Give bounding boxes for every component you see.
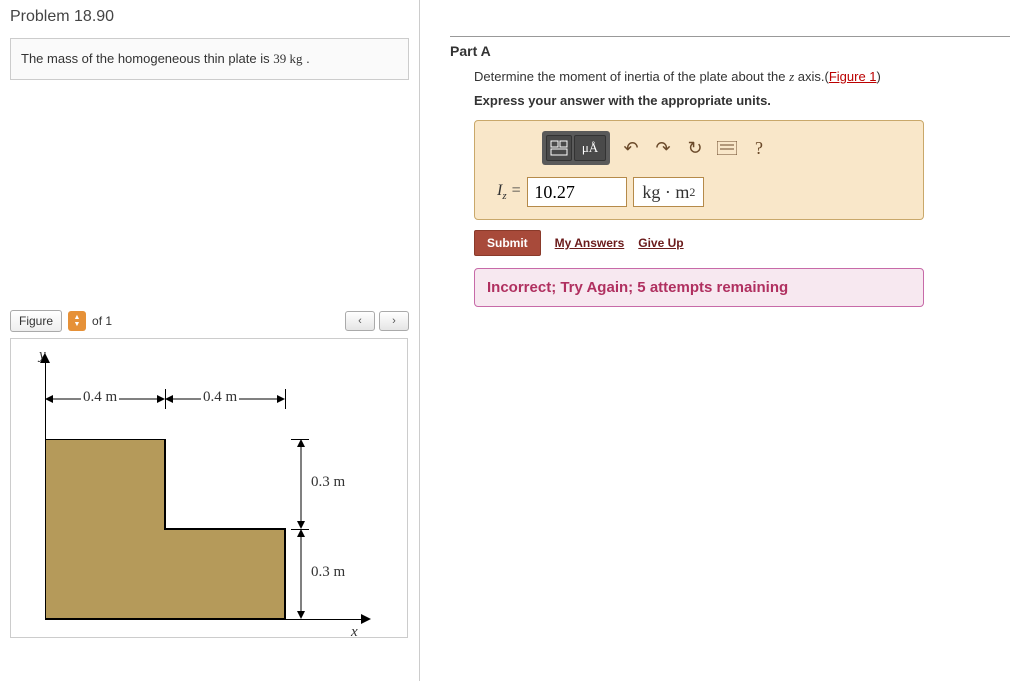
toolbar-template-group: μÅ <box>542 131 610 165</box>
dim-right-lower-line <box>296 529 306 619</box>
instruction-prefix: Determine the moment of inertia of the p… <box>474 69 789 84</box>
keyboard-icon <box>717 141 737 155</box>
problem-statement: The mass of the homogeneous thin plate i… <box>10 38 409 80</box>
dim-0.3-lower: 0.3 m <box>311 564 345 581</box>
mu-a-button[interactable]: μÅ <box>574 135 606 161</box>
answer-value-input[interactable] <box>527 177 627 207</box>
figure-of-text: of 1 <box>92 314 112 328</box>
template-button[interactable] <box>546 135 572 161</box>
equals: = <box>507 182 522 199</box>
answer-var-label: Iz = <box>497 182 521 202</box>
statement-suffix: . <box>302 51 309 66</box>
units-instruction: Express your answer with the appropriate… <box>474 93 1010 108</box>
figure-canvas: y x 0.4 m 0.4 m <box>10 338 408 638</box>
left-panel: Problem 18.90 The mass of the homogeneou… <box>0 0 420 681</box>
figure-number-spinner[interactable]: ▲▼ <box>68 311 86 331</box>
template-icon <box>550 140 568 156</box>
statement-prefix: The mass of the homogeneous thin plate i… <box>21 51 273 66</box>
submit-button[interactable]: Submit <box>474 230 541 256</box>
help-button[interactable]: ? <box>748 137 770 159</box>
my-answers-link[interactable]: My Answers <box>555 236 625 250</box>
x-axis-label: x <box>351 624 358 641</box>
dim-0.4-left: 0.4 m <box>81 389 119 406</box>
right-panel: Part A Determine the moment of inertia o… <box>440 0 1020 315</box>
figure-next-button[interactable]: › <box>379 311 409 331</box>
undo-button[interactable]: ↶ <box>620 137 642 159</box>
answer-units-box[interactable]: kg · m2 <box>633 177 704 207</box>
figure-selector-bar: Figure ▲▼ of 1 ‹ › <box>10 310 409 332</box>
figure-label: Figure <box>10 310 62 332</box>
y-axis-arrow-icon <box>40 353 50 365</box>
redo-button[interactable]: ↷ <box>652 137 674 159</box>
dim-0.3-upper: 0.3 m <box>311 474 345 491</box>
statement-value: 39 kg <box>273 51 302 66</box>
plate-shape <box>45 439 295 620</box>
figure-prev-button[interactable]: ‹ <box>345 311 375 331</box>
submit-row: Submit My Answers Give Up <box>474 230 1010 256</box>
part-a-title: Part A <box>450 43 1010 59</box>
answer-toolbar: μÅ ↶ ↷ ↻ ? <box>542 131 911 165</box>
problem-title: Problem 18.90 <box>10 8 409 26</box>
instruction-suffix: axis. <box>794 69 824 84</box>
units-text: kg · m <box>642 182 689 203</box>
answer-box: μÅ ↶ ↷ ↻ ? Iz = kg · m2 <box>474 120 924 220</box>
dim-0.4-right: 0.4 m <box>201 389 239 406</box>
figure-nav-buttons: ‹ › <box>345 311 409 331</box>
units-sup: 2 <box>689 185 695 200</box>
part-divider <box>450 36 1010 37</box>
feedback-box: Incorrect; Try Again; 5 attempts remaini… <box>474 268 924 307</box>
give-up-link[interactable]: Give Up <box>638 236 683 250</box>
keyboard-button[interactable] <box>716 137 738 159</box>
answer-row: Iz = kg · m2 <box>497 177 911 207</box>
x-axis-arrow-icon <box>361 614 373 624</box>
dim-right-upper-line <box>296 439 306 529</box>
part-a-instruction: Determine the moment of inertia of the p… <box>474 69 1010 85</box>
reset-button[interactable]: ↻ <box>684 137 706 159</box>
figure-link[interactable]: Figure 1 <box>829 69 877 84</box>
